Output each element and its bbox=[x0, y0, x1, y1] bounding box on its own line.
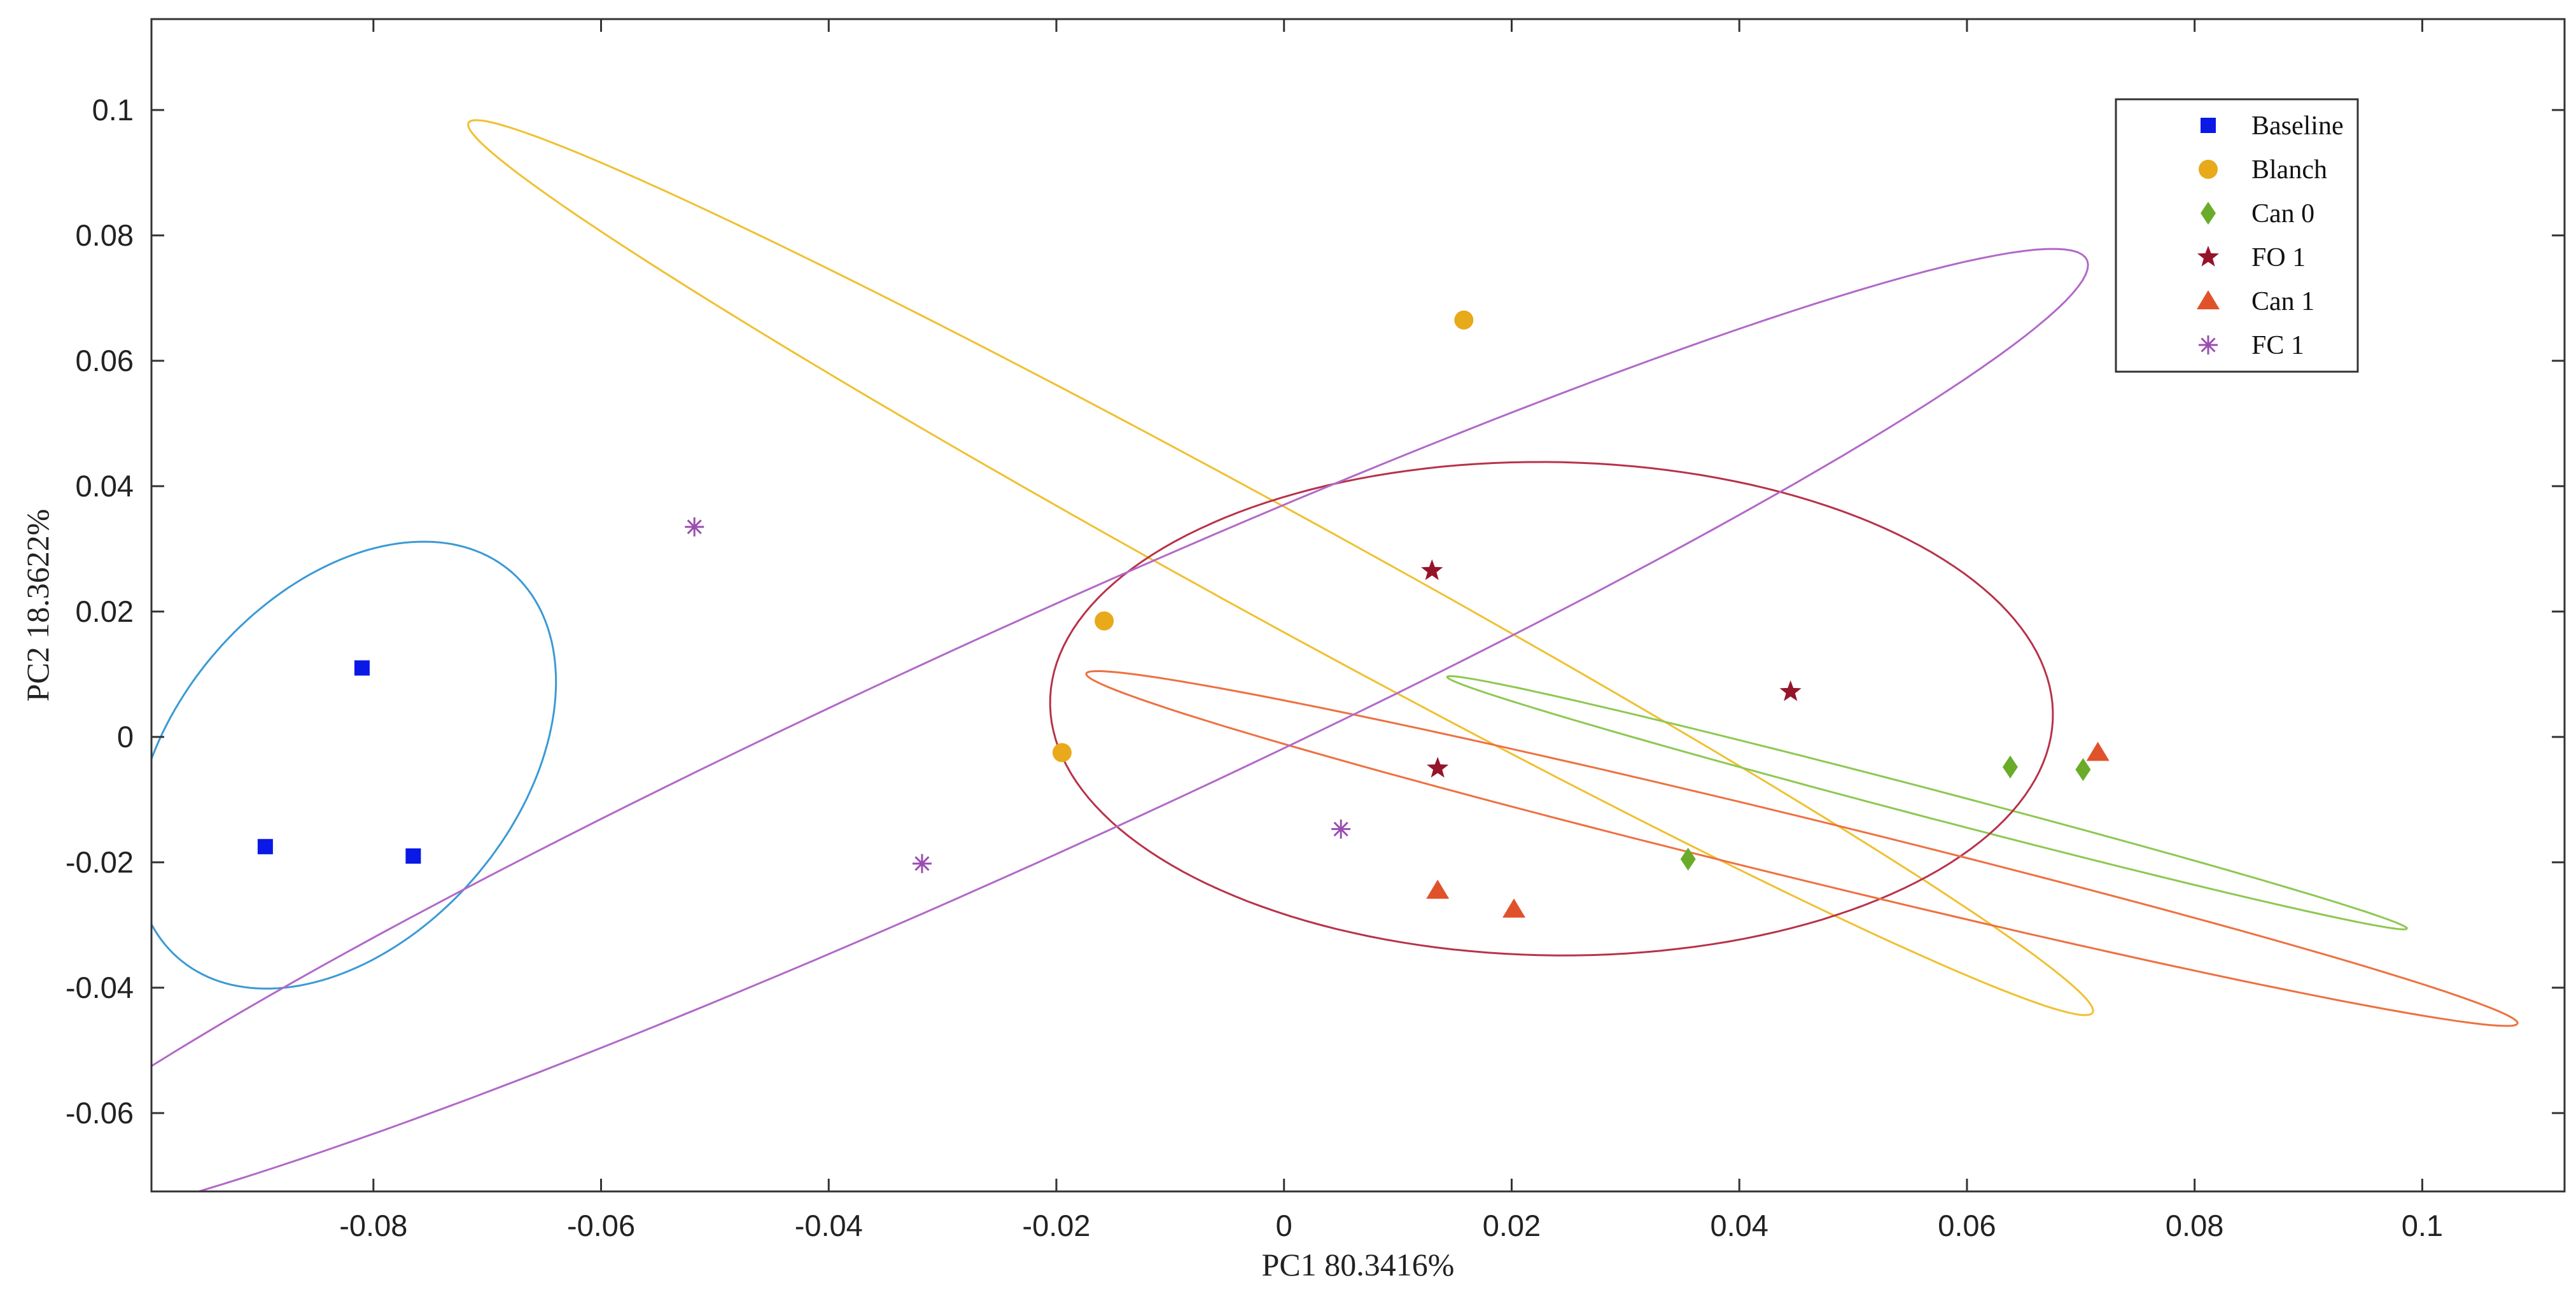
plot-frame bbox=[150, 18, 2566, 1193]
y-tick-label: -0.02 bbox=[66, 845, 134, 879]
legend-marker-baseline bbox=[2201, 118, 2216, 133]
legend-label-fo-1: FO 1 bbox=[2251, 243, 2306, 272]
confidence-ellipses bbox=[151, 119, 2519, 1191]
legend-marker-blanch bbox=[2199, 160, 2218, 179]
point-baseline bbox=[257, 839, 273, 855]
x-tick-label: 0 bbox=[1276, 1209, 1292, 1242]
legend-label-fc-1: FC 1 bbox=[2251, 331, 2304, 360]
data-points bbox=[257, 310, 2110, 918]
legend-marker-can-1 bbox=[2197, 290, 2220, 309]
legend-marker-fc-1 bbox=[2199, 335, 2218, 355]
point-fc-1 bbox=[685, 517, 704, 537]
legend-label-baseline: Baseline bbox=[2251, 111, 2344, 141]
x-axis-ticks: -0.08 -0.06 -0.04 -0.02 0 0.02 0.04 0.06 0.08 0.1 bbox=[339, 19, 2443, 1242]
ellipse-can-0 bbox=[1446, 675, 2408, 930]
legend-box bbox=[2115, 98, 2359, 373]
y-tick-label: 0.1 bbox=[92, 93, 134, 127]
x-axis-label: PC1 80.3416% bbox=[1262, 1247, 1455, 1282]
point-can-1 bbox=[1426, 880, 1450, 899]
y-tick-label: -0.04 bbox=[66, 971, 134, 1004]
ellipse-fo-1 bbox=[1049, 461, 2054, 957]
y-tick-label: 0.04 bbox=[76, 469, 134, 503]
ellipse-fc-1 bbox=[151, 248, 2089, 1191]
x-tick-label: -0.06 bbox=[567, 1209, 635, 1242]
legend-label-can-0: Can 0 bbox=[2251, 199, 2314, 228]
point-can-0 bbox=[1680, 847, 1696, 871]
ellipse-blanch bbox=[467, 119, 2094, 1016]
point-baseline bbox=[354, 660, 370, 676]
x-tick-label: -0.08 bbox=[339, 1209, 407, 1242]
y-tick-label: 0 bbox=[117, 720, 134, 754]
x-tick-label: 0.06 bbox=[1938, 1209, 1996, 1242]
legend-marker-fo-1 bbox=[2197, 246, 2220, 267]
legend-label-can-1: Can 1 bbox=[2251, 287, 2314, 316]
x-tick-label: -0.04 bbox=[795, 1209, 863, 1242]
point-can-0 bbox=[2002, 755, 2018, 779]
y-tick-label: 0.02 bbox=[76, 594, 134, 628]
point-blanch bbox=[1454, 310, 1474, 330]
point-fo-1 bbox=[1421, 559, 1443, 580]
point-fo-1 bbox=[1427, 757, 1449, 778]
x-tick-label: 0.1 bbox=[2402, 1209, 2443, 1242]
x-tick-label: 0.04 bbox=[1710, 1209, 1768, 1242]
point-can-1 bbox=[1502, 898, 1526, 918]
ellipse-baseline bbox=[151, 540, 557, 990]
x-tick-label: -0.02 bbox=[1022, 1209, 1090, 1242]
point-blanch bbox=[1052, 743, 1072, 762]
y-tick-label: -0.06 bbox=[66, 1096, 134, 1130]
legend-marker-can-0 bbox=[2201, 202, 2216, 225]
legend-label-blanch: Blanch bbox=[2251, 155, 2327, 185]
y-axis-ticks: -0.06 -0.04 -0.02 0 0.02 0.04 0.06 0.08 0.1 bbox=[66, 93, 2565, 1130]
y-tick-label: 0.08 bbox=[76, 218, 134, 252]
x-tick-label: 0.08 bbox=[2166, 1209, 2223, 1242]
point-can-0 bbox=[2075, 758, 2091, 782]
ellipse-can-1 bbox=[1085, 670, 2519, 1027]
point-can-1 bbox=[2086, 741, 2110, 761]
point-fo-1 bbox=[1779, 680, 1802, 701]
point-fc-1 bbox=[1331, 819, 1351, 839]
y-axis-label: PC2 18.3622% bbox=[20, 509, 55, 702]
point-blanch bbox=[1095, 611, 1114, 631]
legend: Baseline Blanch Can 0 FO 1 Can 1 FC 1 bbox=[2115, 98, 2359, 373]
point-fc-1 bbox=[912, 853, 932, 873]
x-tick-label: 0.02 bbox=[1483, 1209, 1541, 1242]
y-tick-label: 0.06 bbox=[76, 344, 134, 377]
point-baseline bbox=[405, 848, 421, 864]
